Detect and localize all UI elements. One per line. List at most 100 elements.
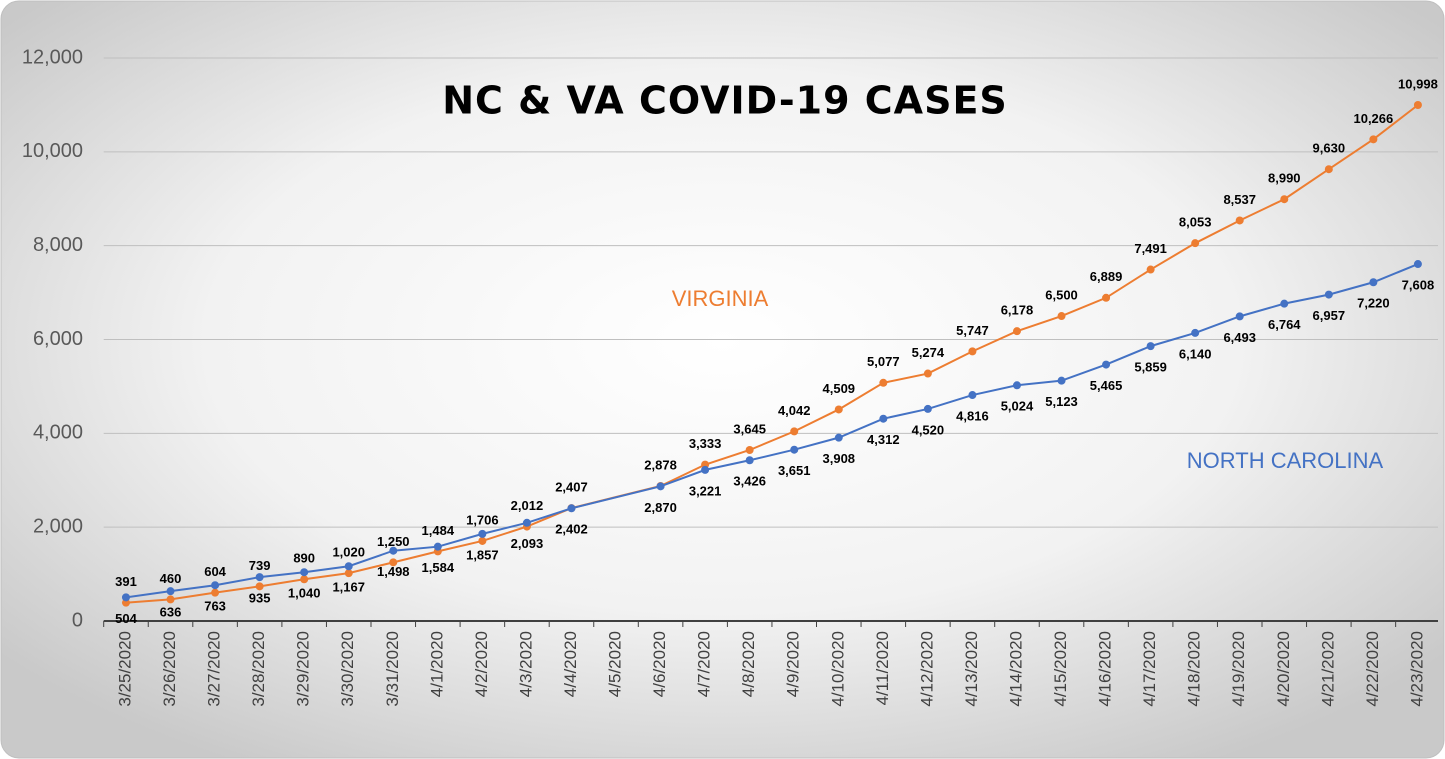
data-label: 3,221 xyxy=(689,483,722,498)
data-label: 5,077 xyxy=(867,354,900,369)
data-label: 8,053 xyxy=(1179,215,1212,230)
data-label: 2,870 xyxy=(644,500,677,515)
y-tick-label: 12,000 xyxy=(22,46,83,68)
data-label: 1,857 xyxy=(466,547,499,562)
data-point xyxy=(300,575,309,584)
data-point xyxy=(745,445,754,454)
data-label: 7,608 xyxy=(1402,277,1435,292)
x-tick-label: 3/26/2020 xyxy=(160,631,179,707)
data-point xyxy=(1280,195,1289,204)
x-tick-label: 3/31/2020 xyxy=(383,631,402,707)
x-tick-label: 4/18/2020 xyxy=(1185,631,1204,707)
data-point xyxy=(344,562,353,571)
data-point xyxy=(1012,381,1021,390)
data-point xyxy=(1012,327,1021,336)
x-tick-label: 4/10/2020 xyxy=(828,631,847,707)
data-label: 5,274 xyxy=(912,345,945,360)
data-label: 6,500 xyxy=(1045,287,1078,302)
data-label: 3,645 xyxy=(733,421,766,436)
legend-label: VIRGINIA xyxy=(672,286,769,311)
data-label: 6,140 xyxy=(1179,346,1212,361)
data-label: 10,266 xyxy=(1353,111,1393,126)
data-label: 3,651 xyxy=(778,463,811,478)
data-label: 6,764 xyxy=(1268,317,1301,332)
x-tick-label: 3/28/2020 xyxy=(249,631,268,707)
data-point xyxy=(211,581,220,590)
data-point xyxy=(1057,312,1066,321)
x-tick-label: 4/20/2020 xyxy=(1274,631,1293,707)
data-point xyxy=(344,569,353,578)
data-point xyxy=(211,588,220,597)
data-point xyxy=(300,568,309,577)
x-tick-label: 4/15/2020 xyxy=(1051,631,1070,707)
x-tick-label: 4/6/2020 xyxy=(650,631,669,697)
x-tick-label: 4/11/2020 xyxy=(873,631,892,705)
data-point xyxy=(1413,260,1422,269)
data-label: 1,498 xyxy=(377,564,410,579)
data-point xyxy=(701,465,710,474)
data-label: 460 xyxy=(160,571,182,586)
x-tick-label: 3/30/2020 xyxy=(338,631,357,707)
x-tick-label: 4/22/2020 xyxy=(1363,631,1382,707)
data-point xyxy=(478,529,487,538)
x-tick-label: 4/5/2020 xyxy=(606,631,625,697)
data-point xyxy=(834,405,843,414)
data-label: 2,407 xyxy=(555,480,588,495)
data-point xyxy=(1146,342,1155,351)
data-label: 5,747 xyxy=(956,323,989,338)
data-label: 7,220 xyxy=(1357,296,1390,311)
data-point xyxy=(1102,360,1111,369)
data-label: 6,889 xyxy=(1090,269,1123,284)
data-point xyxy=(790,445,799,454)
data-point xyxy=(1280,299,1289,308)
data-label: 6,957 xyxy=(1313,308,1346,323)
data-point xyxy=(389,558,398,567)
data-label: 890 xyxy=(293,551,315,566)
data-label: 4,042 xyxy=(778,403,811,418)
y-tick-label: 2,000 xyxy=(33,515,83,537)
data-point xyxy=(478,536,487,545)
data-point xyxy=(1191,239,1200,248)
y-tick-label: 4,000 xyxy=(33,422,83,444)
data-label: 3,426 xyxy=(733,474,766,489)
data-label: 8,537 xyxy=(1223,192,1256,207)
data-label: 4,509 xyxy=(823,381,856,396)
x-tick-label: 4/23/2020 xyxy=(1407,631,1426,707)
data-label: 7,491 xyxy=(1134,241,1167,256)
x-tick-label: 4/13/2020 xyxy=(962,631,981,707)
data-point xyxy=(1191,328,1200,337)
x-tick-label: 4/14/2020 xyxy=(1006,631,1025,707)
data-label: 1,706 xyxy=(466,512,499,527)
data-point xyxy=(790,427,799,436)
x-tick-label: 3/27/2020 xyxy=(205,631,224,707)
data-point xyxy=(1102,293,1111,302)
x-tick-label: 3/29/2020 xyxy=(294,631,313,707)
data-point xyxy=(923,404,932,413)
data-label: 739 xyxy=(249,558,271,573)
data-point xyxy=(255,582,264,591)
data-point xyxy=(389,546,398,555)
x-tick-label: 4/19/2020 xyxy=(1229,631,1248,707)
data-label: 2,402 xyxy=(555,522,588,537)
data-point xyxy=(1369,135,1378,144)
x-tick-label: 4/2/2020 xyxy=(472,631,491,697)
data-label: 5,465 xyxy=(1090,378,1123,393)
x-tick-label: 4/1/2020 xyxy=(427,631,446,697)
data-label: 4,312 xyxy=(867,432,900,447)
data-label: 1,020 xyxy=(332,545,365,560)
data-point xyxy=(433,542,442,551)
data-label: 6,493 xyxy=(1223,330,1256,345)
data-point xyxy=(834,433,843,442)
data-point xyxy=(1146,265,1155,274)
data-point xyxy=(879,414,888,423)
y-tick-label: 0 xyxy=(72,609,83,631)
data-label: 5,859 xyxy=(1134,360,1167,375)
data-point xyxy=(745,456,754,465)
data-point xyxy=(1369,278,1378,287)
data-label: 1,484 xyxy=(422,523,455,538)
data-label: 4,520 xyxy=(912,422,945,437)
data-point xyxy=(1324,290,1333,299)
data-label: 1,584 xyxy=(422,560,455,575)
data-point xyxy=(968,347,977,356)
